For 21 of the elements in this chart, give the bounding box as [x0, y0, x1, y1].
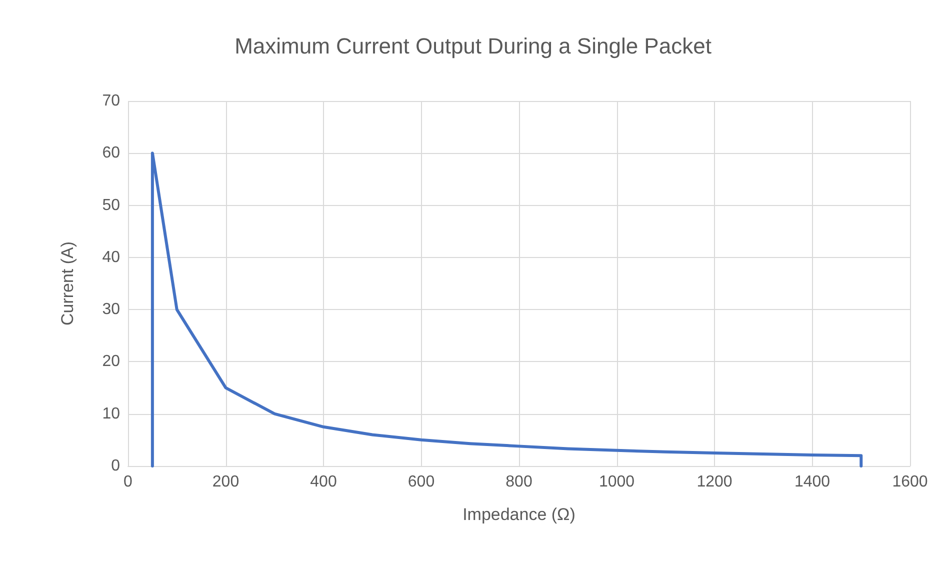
y-axis-title: Current (A)	[58, 241, 77, 326]
y-tick-label: 10	[102, 405, 120, 422]
line-series	[150, 152, 863, 468]
x-axis-title: Impedance (Ω)	[462, 505, 576, 524]
x-tick-label: 800	[506, 474, 532, 490]
x-tick-label: 1000	[598, 474, 635, 490]
chart-title: Maximum Current Output During a Single Packet	[234, 34, 712, 58]
x-tick-label: 200	[212, 474, 240, 490]
y-tick-label: 0	[111, 458, 120, 474]
x-tick-label: 400	[310, 474, 337, 490]
y-tick-label: 70	[102, 92, 120, 110]
x-tick-label: 600	[408, 474, 435, 490]
y-tick-label: 50	[102, 196, 120, 214]
y-tick-label: 30	[102, 301, 120, 318]
y-tick-label: 60	[102, 144, 120, 162]
y-tick-label: 40	[102, 248, 120, 266]
x-tick-label: 1200	[696, 474, 732, 490]
x-tick-label: 1400	[794, 474, 830, 490]
x-tick-label: 1600	[892, 474, 928, 490]
x-tick-label: 0	[124, 474, 133, 490]
y-tick-label: 20	[102, 353, 120, 370]
